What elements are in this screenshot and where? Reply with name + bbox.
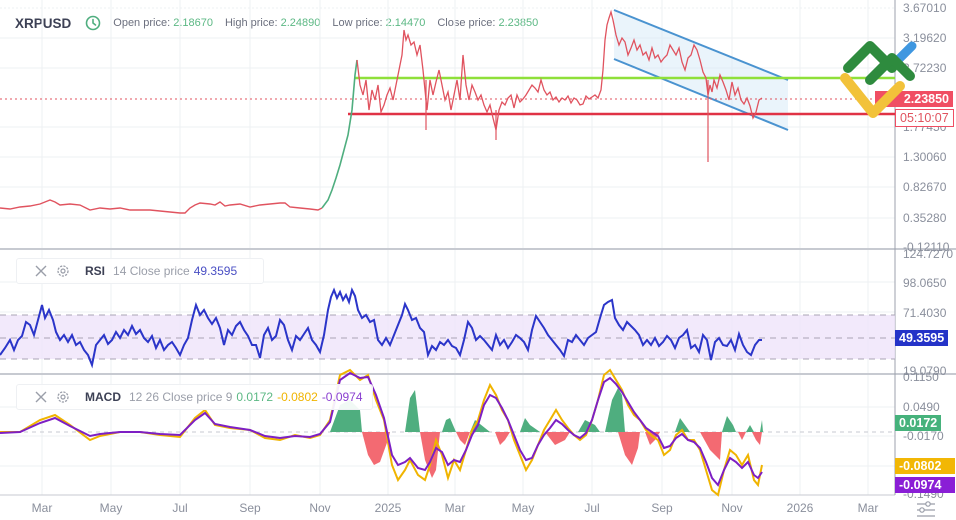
macd-line-value: -0.0974 xyxy=(321,390,363,404)
price-tick: 0.82670 xyxy=(903,180,947,194)
time-tick: Mar xyxy=(31,501,53,515)
settings-sliders-icon[interactable] xyxy=(915,500,937,518)
rsi-value: 49.3595 xyxy=(193,264,238,278)
time-tick: Mar xyxy=(857,501,879,515)
symbol-name[interactable]: XRPUSD xyxy=(15,15,72,31)
rsi-tick: 19.0790 xyxy=(903,364,947,378)
rsi-tick: 124.7270 xyxy=(903,247,954,261)
time-tick: 2025 xyxy=(374,501,402,515)
close-icon[interactable] xyxy=(33,263,49,279)
brand-logo-icon xyxy=(840,41,917,118)
price-tick: 1.30060 xyxy=(903,150,947,164)
gear-icon[interactable] xyxy=(55,389,71,405)
time-tick: Nov xyxy=(309,501,331,515)
time-tick: May xyxy=(99,501,123,515)
time-tick: May xyxy=(511,501,535,515)
time-tick: Mar xyxy=(444,501,466,515)
rsi-band xyxy=(0,315,895,359)
macd-signal-value: -0.0802 xyxy=(277,390,318,404)
macd-legend: MACD 12 26 Close price 9 0.0172 -0.0802 … xyxy=(16,384,373,410)
macd-params: 12 26 Close price 9 xyxy=(129,390,233,404)
macd-tick: -0.0170 xyxy=(903,429,944,443)
price-tick: -0.12110 xyxy=(903,240,950,254)
macd-histogram-tag: 0.0172 xyxy=(895,415,942,431)
rsi-value-tag: 49.3595 xyxy=(895,330,949,346)
grid-lines xyxy=(0,0,895,495)
macd-line xyxy=(0,371,763,487)
rsi-label: RSI xyxy=(85,264,106,278)
macd-signal-tag: -0.0802 xyxy=(895,458,955,474)
close-price: Close price: 2.23850 xyxy=(437,17,539,29)
price-series xyxy=(0,199,323,214)
chart-header: XRPUSD Open price: 2.18670 High price: 2… xyxy=(0,8,538,38)
high-price: High price: 2.24890 xyxy=(224,17,321,29)
macd-tick: 0.0490 xyxy=(903,400,940,414)
macd-histogram xyxy=(330,388,763,478)
price-tick: 3.67010 xyxy=(903,1,947,15)
countdown-tag: 05:10:07 xyxy=(895,109,954,127)
time-tick: Jul xyxy=(172,501,188,515)
close-icon[interactable] xyxy=(33,389,49,405)
rsi-tick: 98.0650 xyxy=(903,276,947,290)
price-tick: 3.19620 xyxy=(903,31,947,45)
time-tick: Sep xyxy=(239,501,261,515)
rsi-line xyxy=(0,287,762,369)
rsi-legend: RSI 14 Close price 49.3595 xyxy=(16,258,264,284)
rsi-params: 14 Close price xyxy=(113,264,190,278)
low-price: Low price: 2.14470 xyxy=(332,17,426,29)
clock-icon[interactable] xyxy=(85,15,101,31)
time-tick: Jul xyxy=(584,501,600,515)
macd-line-tag: -0.0974 xyxy=(895,477,955,493)
price-tick: 2.72230 xyxy=(903,61,947,75)
price-tick: 0.35280 xyxy=(903,211,947,225)
rsi-tick: 71.4030 xyxy=(903,306,947,320)
time-tick: Sep xyxy=(651,501,673,515)
open-price: Open price: 2.18670 xyxy=(113,17,213,29)
time-tick: 2026 xyxy=(786,501,814,515)
gear-icon[interactable] xyxy=(55,263,71,279)
time-tick: Nov xyxy=(721,501,743,515)
macd-histogram-value: 0.0172 xyxy=(236,390,274,404)
descending-channel xyxy=(613,9,789,131)
macd-tick: 0.1150 xyxy=(903,370,939,384)
macd-label: MACD xyxy=(85,390,121,404)
